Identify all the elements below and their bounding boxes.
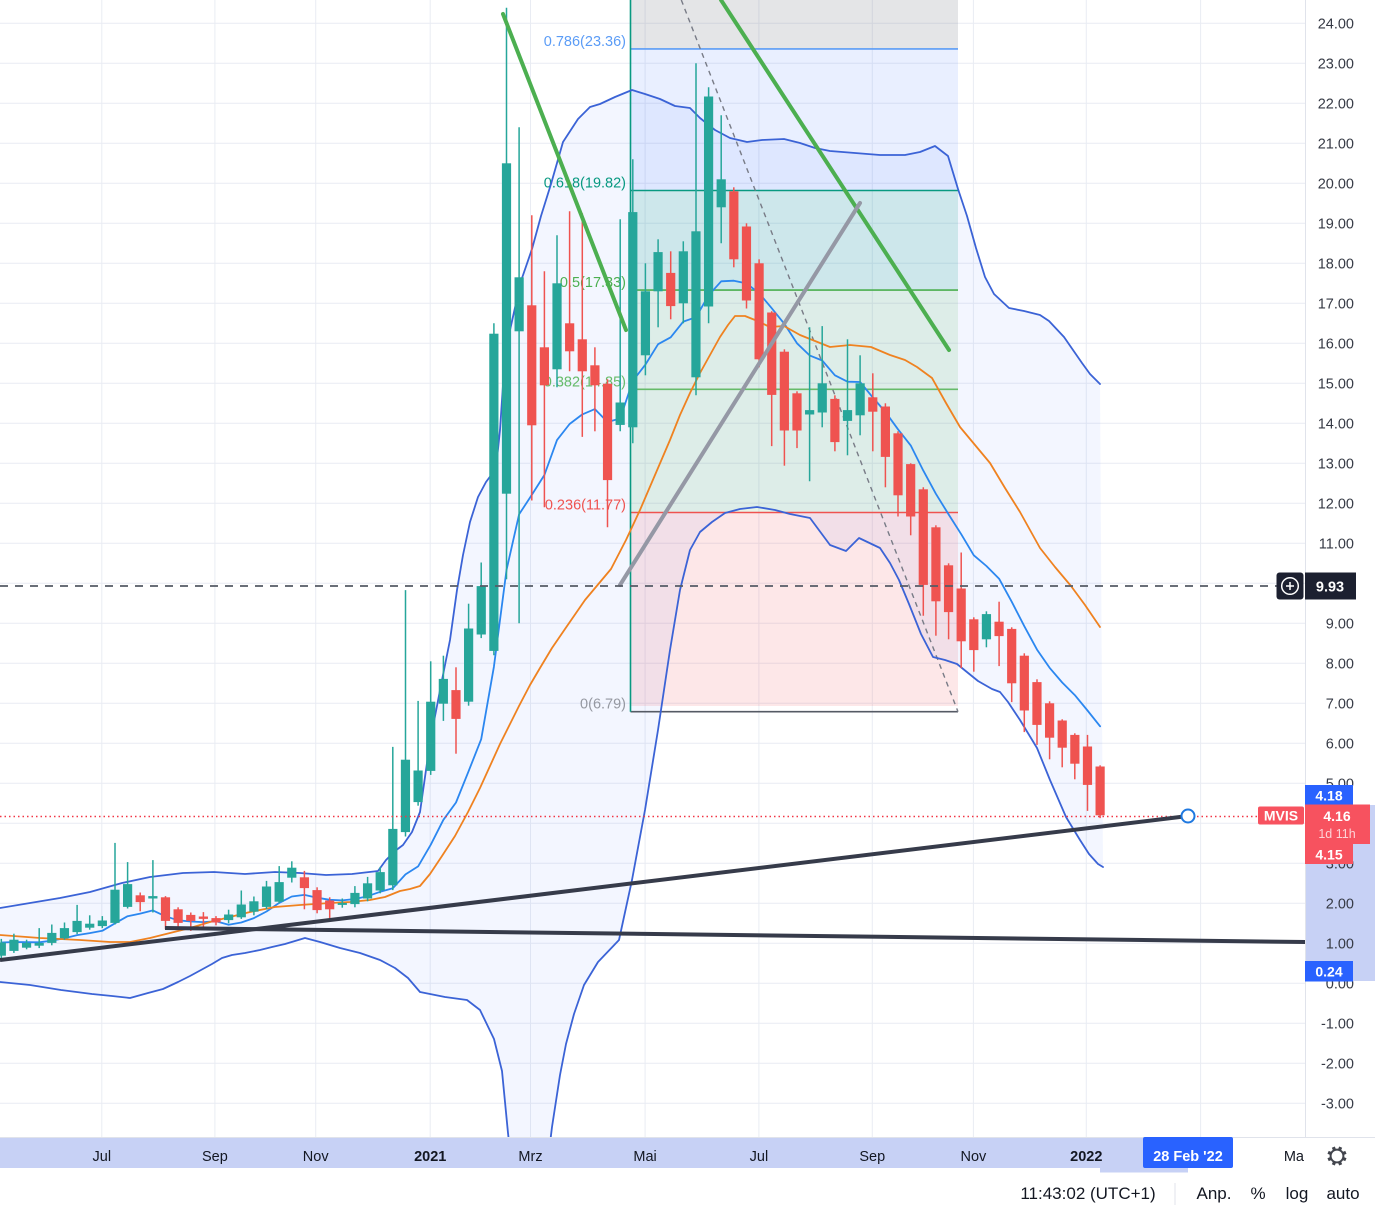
- svg-text:-3.00: -3.00: [1321, 1096, 1354, 1112]
- svg-text:0.618(19.82): 0.618(19.82): [544, 176, 626, 192]
- svg-text:24.00: 24.00: [1318, 16, 1354, 32]
- svg-text:0.24: 0.24: [1315, 964, 1342, 980]
- svg-text:9.93: 9.93: [1316, 580, 1344, 596]
- svg-text:4.16: 4.16: [1323, 808, 1350, 824]
- svg-text:Nov: Nov: [961, 1149, 988, 1165]
- svg-text:16.00: 16.00: [1318, 336, 1354, 352]
- svg-text:11:43:02 (UTC+1): 11:43:02 (UTC+1): [1020, 1184, 1155, 1203]
- svg-text:%: %: [1250, 1184, 1265, 1203]
- svg-text:Sep: Sep: [859, 1149, 885, 1165]
- svg-text:0.236(11.77): 0.236(11.77): [545, 498, 626, 514]
- svg-text:Jul: Jul: [750, 1149, 769, 1165]
- svg-text:8.00: 8.00: [1326, 656, 1354, 672]
- svg-text:Anp.: Anp.: [1197, 1184, 1232, 1203]
- svg-text:9.00: 9.00: [1326, 616, 1354, 632]
- svg-text:21.00: 21.00: [1318, 136, 1354, 152]
- svg-text:18.00: 18.00: [1318, 256, 1354, 272]
- svg-text:14.00: 14.00: [1318, 416, 1354, 432]
- svg-text:Jul: Jul: [93, 1149, 112, 1165]
- svg-text:Sep: Sep: [202, 1149, 228, 1165]
- svg-text:Mrz: Mrz: [518, 1149, 542, 1165]
- svg-text:23.00: 23.00: [1318, 56, 1354, 72]
- svg-text:Nov: Nov: [303, 1149, 330, 1165]
- svg-text:Ma: Ma: [1284, 1149, 1305, 1165]
- svg-text:-2.00: -2.00: [1321, 1056, 1354, 1072]
- svg-text:auto: auto: [1326, 1184, 1359, 1203]
- svg-text:15.00: 15.00: [1318, 376, 1354, 392]
- svg-text:0.382(14.85): 0.382(14.85): [544, 374, 626, 390]
- svg-text:MVIS: MVIS: [1264, 808, 1298, 824]
- svg-text:7.00: 7.00: [1326, 696, 1354, 712]
- svg-text:2.00: 2.00: [1326, 896, 1354, 912]
- svg-text:0.786(23.36): 0.786(23.36): [544, 34, 626, 50]
- svg-text:1.00: 1.00: [1326, 936, 1354, 952]
- svg-text:12.00: 12.00: [1318, 496, 1354, 512]
- svg-text:Mai: Mai: [633, 1149, 656, 1165]
- svg-text:19.00: 19.00: [1318, 216, 1354, 232]
- svg-text:20.00: 20.00: [1318, 176, 1354, 192]
- svg-text:log: log: [1286, 1184, 1309, 1203]
- svg-text:6.00: 6.00: [1326, 736, 1354, 752]
- svg-text:2022: 2022: [1070, 1149, 1102, 1165]
- svg-text:13.00: 13.00: [1318, 456, 1354, 472]
- svg-text:4.15: 4.15: [1315, 847, 1342, 863]
- svg-text:2021: 2021: [414, 1149, 446, 1165]
- svg-text:11.00: 11.00: [1319, 536, 1354, 552]
- svg-text:22.00: 22.00: [1318, 96, 1354, 112]
- svg-text:4.18: 4.18: [1315, 788, 1342, 804]
- svg-text:0(6.79): 0(6.79): [580, 697, 626, 713]
- svg-text:-1.00: -1.00: [1321, 1016, 1354, 1032]
- svg-text:28 Feb '22: 28 Feb '22: [1153, 1149, 1223, 1165]
- svg-text:17.00: 17.00: [1318, 296, 1354, 312]
- svg-text:1d 11h: 1d 11h: [1318, 827, 1355, 841]
